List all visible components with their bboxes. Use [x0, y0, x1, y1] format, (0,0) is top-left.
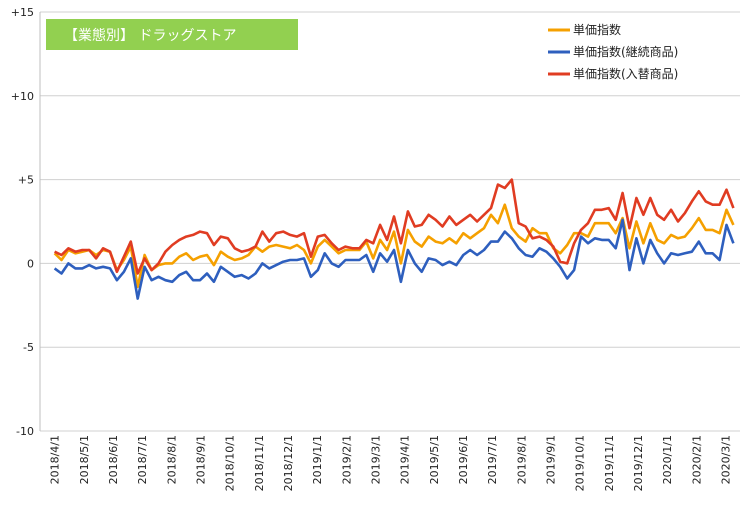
x-tick-label: 2020/2/1: [690, 435, 703, 484]
legend-entry: 単価指数(継続商品): [573, 44, 678, 59]
x-tick-label: 2019/7/1: [486, 435, 499, 484]
x-tick-label: 2020/3/1: [719, 435, 732, 484]
x-tick-label: 2019/2/1: [340, 435, 353, 484]
x-tick-label: 2019/6/1: [457, 435, 470, 484]
x-tick-label: 2018/11/1: [253, 435, 266, 491]
y-tick-label: -5: [23, 341, 34, 354]
x-tick-label: 2020/1/1: [661, 435, 674, 484]
y-tick-label: +5: [18, 174, 34, 187]
legend-entry: 単価指数(入替商品): [573, 66, 678, 81]
x-tick-label: 2018/6/1: [107, 435, 120, 484]
x-tick-label: 2018/5/1: [78, 435, 91, 484]
series-line: [54, 178, 735, 275]
y-tick-label: 0: [27, 257, 34, 270]
x-tick-label: 2019/9/1: [544, 435, 557, 484]
x-tick-label: 2019/10/1: [574, 435, 587, 491]
x-tick-label: 2019/4/1: [399, 435, 412, 484]
legend-entry: 単価指数: [573, 22, 621, 37]
y-tick-label: -10: [16, 425, 34, 438]
x-tick-label: 2018/12/1: [282, 435, 295, 491]
x-tick-label: 2019/1/1: [311, 435, 324, 484]
x-tick-label: 2019/12/1: [632, 435, 645, 491]
y-tick-label: +15: [11, 6, 34, 19]
series-line: [53, 203, 735, 289]
chart-title-text: 【業態別】 ドラッグストア: [64, 28, 236, 44]
x-tick-label: 2018/9/1: [194, 435, 207, 484]
chart-title: 【業態別】 ドラッグストア: [46, 19, 298, 50]
x-tick-label: 2018/7/1: [136, 435, 149, 484]
x-tick-label: 2019/8/1: [515, 435, 528, 484]
plot-area: [53, 178, 735, 300]
x-tick-label: 2018/10/1: [224, 435, 237, 491]
y-tick-label: +10: [11, 90, 34, 103]
y-axis: -10 -5 0 +5 +10 +15: [11, 6, 34, 438]
x-tick-label: 2018/4/1: [49, 435, 62, 484]
x-tick-label: 2019/11/1: [603, 435, 616, 491]
x-tick-label: 2018/8/1: [165, 435, 178, 484]
x-axis: 2018/4/1 2018/5/1 2018/6/1 2018/7/1 2018/8/1…: [49, 435, 733, 491]
series-line: [53, 218, 735, 300]
x-tick-label: 2019/3/1: [369, 435, 382, 484]
x-tick-label: 2019/5/1: [428, 435, 441, 484]
